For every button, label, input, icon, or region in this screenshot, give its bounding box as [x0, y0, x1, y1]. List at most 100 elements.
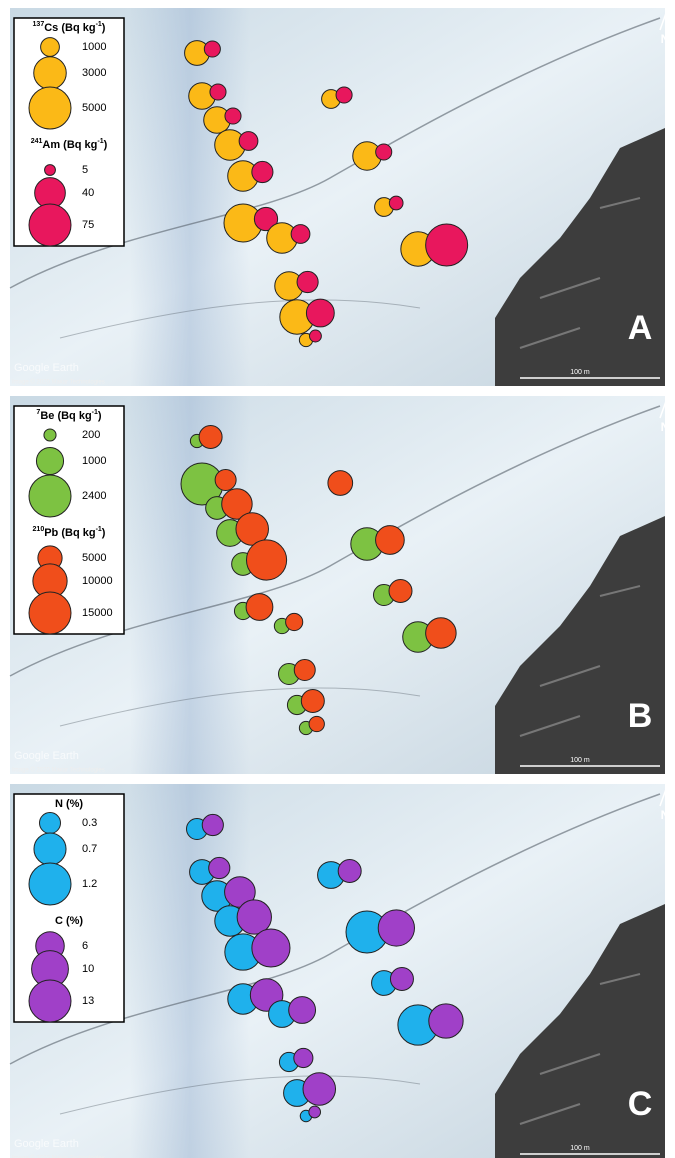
watermark: Google Earth [14, 750, 79, 762]
legend-title-part: ) [104, 139, 108, 151]
legend-label: 15000 [82, 607, 113, 619]
sample-bubble [308, 1105, 322, 1119]
sample-bubble [375, 143, 393, 161]
image-credit: Image © 2020 Maxar Technologies [12, 1155, 105, 1158]
north-arrow [659, 789, 671, 807]
legend-label: 10 [82, 963, 94, 975]
scale-label: 100 m [570, 369, 590, 376]
panel-letter: A [628, 309, 653, 347]
sample-bubble [293, 1047, 314, 1069]
sample-bubble [209, 83, 227, 101]
legend-title-part: -1 [97, 138, 103, 145]
legend-title-part: Cs (Bq kg [44, 22, 95, 34]
legend-title: 241Am (Bq kg-1) [31, 138, 108, 151]
legend-title-part: C (%) [55, 915, 83, 927]
legend-label: 13 [82, 995, 94, 1007]
legend-title-part: Am (Bq kg [42, 139, 97, 151]
rock-texture [519, 197, 641, 349]
legend-bubble [35, 446, 65, 476]
rock-outcrop [495, 128, 665, 386]
north-arrow [659, 13, 671, 31]
haze-band [130, 784, 250, 1158]
crevasse [59, 687, 421, 727]
legend-title: 7Be (Bq kg-1) [36, 409, 101, 422]
legend-label: 200 [82, 429, 100, 441]
sample-bubble [335, 86, 353, 104]
watermark: Google Earth [14, 1138, 79, 1150]
sample-bubble [300, 688, 325, 714]
crevasse [59, 1075, 421, 1115]
legend-bubble [33, 832, 67, 866]
legend-bubble [28, 203, 72, 247]
legend-bubble [33, 56, 67, 90]
sample-bubble [428, 1003, 464, 1039]
legend-label: 3000 [82, 67, 106, 79]
sample-bubble [296, 270, 319, 294]
legend-bubble [44, 164, 56, 176]
north-arrow [659, 401, 671, 419]
sample-bubble [388, 195, 404, 211]
rock-outcrop [495, 516, 665, 774]
image-credit: Image © 2020 Maxar Technologies [12, 379, 105, 386]
sample-bubble [214, 469, 237, 491]
legend-label: 1000 [82, 41, 106, 53]
legend-title: 210Pb (Bq kg-1) [33, 526, 106, 539]
legend-title: 137Cs (Bq kg-1) [33, 21, 106, 34]
crevasse [59, 299, 421, 339]
sample-bubble [238, 131, 259, 151]
sample-bubble [251, 928, 291, 968]
sample-bubble [308, 329, 322, 343]
sample-bubble [245, 539, 288, 581]
legend-label: 0.3 [82, 817, 97, 829]
legend-title-part: Pb (Bq kg [44, 527, 95, 539]
north-label: N [661, 420, 670, 434]
rock-texture [519, 973, 641, 1125]
map-panel: Google Earth Image © 2020 Maxar Technolog… [9, 396, 671, 774]
legend-bubble [39, 812, 61, 834]
sample-bubble [236, 899, 272, 935]
rock-texture [519, 585, 641, 737]
map-panel: Google Earth Image © 2020 Maxar Technolog… [9, 784, 671, 1158]
sample-bubble [389, 966, 414, 992]
sample-bubble [198, 424, 223, 450]
sample-bubble [208, 856, 231, 880]
legend-bubble [40, 37, 60, 57]
haze-band [130, 8, 250, 386]
sample-bubble [288, 996, 317, 1024]
sample-bubble [290, 224, 311, 244]
sample-bubble [305, 298, 335, 328]
legend-bubble [28, 979, 72, 1023]
legend-label: 6 [82, 940, 88, 952]
legend-bubble [28, 86, 72, 130]
legend-label: 5 [82, 164, 88, 176]
image-credit: Image © 2020 Maxar Technologies [12, 767, 105, 774]
legend-title-part: 7 [36, 409, 40, 416]
sample-bubble [203, 40, 221, 58]
watermark: Google Earth [14, 362, 79, 374]
sample-bubble [388, 578, 413, 604]
rock-outcrop [495, 904, 665, 1158]
sample-bubble [224, 107, 242, 125]
legend-bubble [28, 474, 72, 518]
legend-bubble [43, 428, 57, 442]
legend-title-part: -1 [96, 526, 102, 533]
legend-bubble [28, 862, 72, 906]
sample-bubble [302, 1072, 337, 1106]
scale-label: 100 m [570, 1145, 590, 1152]
sample-bubble [201, 813, 224, 837]
north-label: N [661, 32, 670, 46]
legend-label: 1.2 [82, 878, 97, 890]
panel-letter: B [628, 697, 653, 735]
legend-title: C (%) [55, 915, 83, 927]
legend-title-part: -1 [92, 409, 98, 416]
sample-bubble [375, 525, 405, 555]
legend-label: 1000 [82, 455, 106, 467]
legend-title-part: -1 [96, 21, 102, 28]
legend-label: 5000 [82, 552, 106, 564]
legend-bubble [28, 591, 72, 635]
scale-label: 100 m [570, 757, 590, 764]
legend-label: 2400 [82, 490, 106, 502]
legend-title-part: ) [102, 22, 106, 34]
sample-bubble [245, 593, 274, 621]
